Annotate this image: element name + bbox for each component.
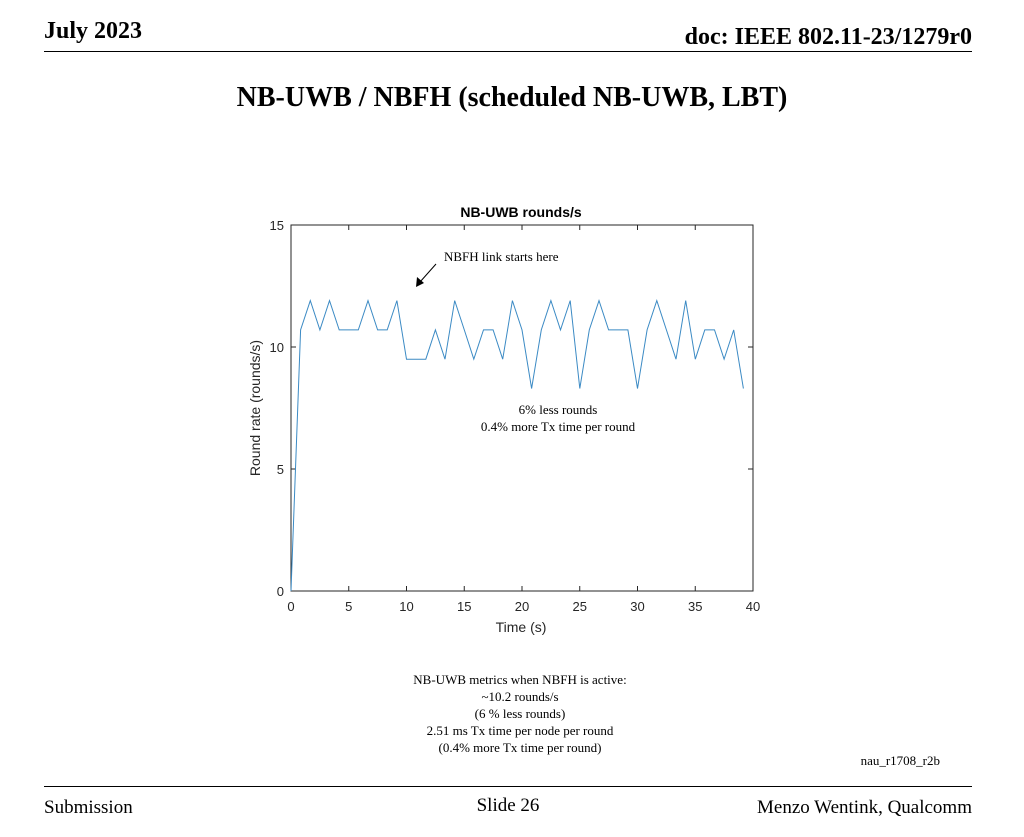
header-doc-id: doc: IEEE 802.11-23/1279r0 [684,24,972,50]
header-date: July 2023 [44,18,143,44]
slide-title: NB-UWB / NBFH (scheduled NB-UWB, LBT) [236,82,788,113]
x-tick-label: 15 [457,599,471,614]
x-tick-label: 10 [399,599,413,614]
y-tick-label: 0 [277,584,284,599]
notes-line: ~10.2 rounds/s [481,689,559,704]
arrow-annotation-label: NBFH link starts here [444,249,559,264]
footer-submission: Submission [44,797,133,818]
figure-tag: nau_r1708_r2b [860,753,940,768]
x-axis-label: Time (s) [496,619,547,635]
footer-author: Menzo Wentink, Qualcomm [757,797,972,818]
annotation-arrow [419,263,437,283]
x-tick-label: 0 [287,599,294,614]
x-tick-label: 35 [688,599,702,614]
notes-line: 2.51 ms Tx time per node per round [426,723,614,738]
axis-ticks: 0 5 10 15 20 25 30 35 40 0 5 10 15 [270,218,761,614]
notes-line: (0.4% more Tx time per round) [438,740,602,755]
y-tick-label: 5 [277,462,284,477]
notes-line: NB-UWB metrics when NBFH is active: [413,672,627,687]
y-axis-label: Round rate (rounds/s) [247,340,263,476]
plot-area [290,224,754,592]
annotation-arrowhead [416,277,424,287]
x-tick-label: 40 [746,599,760,614]
x-tick-label: 30 [630,599,644,614]
series-line [290,298,744,592]
y-tick-label: 10 [270,340,284,355]
metrics-notes: NB-UWB metrics when NBFH is active: ~10.… [360,671,680,756]
chart-title: NB-UWB rounds/s [460,204,582,220]
x-tick-label: 25 [573,599,587,614]
header-rule [44,51,972,52]
y-tick-label: 15 [270,218,284,233]
chart-note-line1: 6% less rounds [519,402,598,417]
footer-slide-number: Slide 26 [476,795,540,816]
notes-line: (6 % less rounds) [474,706,566,721]
x-tick-label: 20 [515,599,529,614]
x-tick-label: 5 [345,599,352,614]
footer-rule [44,786,972,787]
chart-note-line2: 0.4% more Tx time per round [481,419,636,434]
series-group [290,298,744,592]
